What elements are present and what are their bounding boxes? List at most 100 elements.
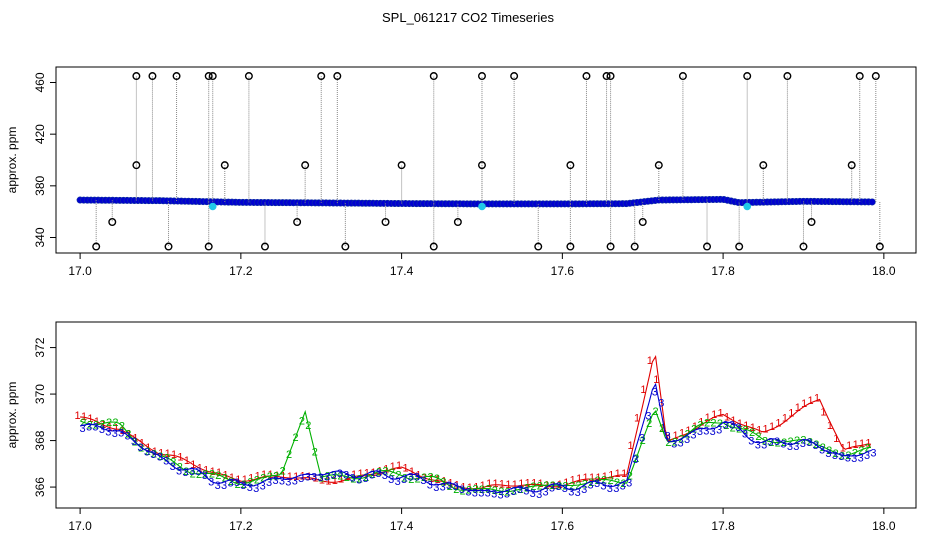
series-3-marker: 3 [568, 486, 574, 498]
y-tick-label: 366 [33, 477, 47, 497]
series-2-marker: 2 [145, 446, 151, 458]
series-3-marker: 3 [851, 453, 857, 465]
series-3-marker: 3 [748, 435, 754, 447]
series-1-marker: 1 [698, 416, 704, 428]
outlier-point [164, 242, 173, 251]
series-1-marker: 1 [499, 478, 505, 490]
series-3-marker: 3 [832, 450, 838, 462]
outlier-point [429, 72, 438, 81]
series-1-marker: 1 [846, 440, 852, 452]
series-3-marker: 3 [588, 480, 594, 492]
series-3-marker: 3 [581, 484, 587, 496]
top-axes: 17.0 17.2 17.4 17.6 17.8 18.0 340 380 420 460 [33, 72, 896, 278]
series-3-marker: 3 [395, 476, 401, 488]
series-1-marker: 1 [583, 472, 589, 484]
series-2-marker: 2 [196, 469, 202, 481]
series-1-marker: 1 [660, 423, 666, 435]
outlier-point [783, 72, 792, 81]
outlier-point [477, 161, 486, 170]
series-1-marker: 1 [177, 452, 183, 464]
outlier-point [208, 72, 217, 81]
series-2-marker: 2 [408, 474, 414, 486]
series-2-marker: 2 [633, 453, 639, 465]
outlier-point [108, 217, 117, 226]
series-2-marker: 2 [286, 449, 292, 461]
outlier-point [566, 161, 575, 170]
highlight-point [208, 202, 217, 211]
series-1-marker: 1 [570, 475, 576, 487]
x-tick-label: 17.6 [551, 519, 575, 533]
series-1-marker: 1 [763, 424, 769, 436]
series-2-marker: 2 [575, 480, 581, 492]
series-3-marker: 3 [723, 419, 729, 431]
series-3-marker: 3 [768, 437, 774, 449]
series-1-marker: 1 [428, 473, 434, 485]
series-2-marker: 2 [453, 484, 459, 496]
series-1-marker: 1 [222, 469, 228, 481]
series-1-marker: 1 [782, 413, 788, 425]
series-3-marker: 3 [208, 476, 214, 488]
series-1-marker: 1 [531, 477, 537, 489]
series-1-marker: 1 [325, 475, 331, 487]
y-tick-label: 420 [33, 124, 47, 144]
series-2-marker: 2 [537, 480, 543, 492]
series-3-marker: 3 [485, 487, 491, 499]
series-1-marker: 1 [332, 475, 338, 487]
series-2-marker: 2 [215, 470, 221, 482]
series-1-marker: 1 [319, 474, 325, 486]
outlier-point [638, 217, 647, 226]
series-1-marker: 1 [338, 473, 344, 485]
series-1-marker: 1 [300, 471, 306, 483]
series-2-marker: 2 [511, 486, 517, 498]
series-3-marker: 3 [414, 471, 420, 483]
series-1-marker: 1 [287, 471, 293, 483]
outlier-point [220, 161, 229, 170]
series-2-marker: 2 [659, 423, 665, 435]
outlier-point [397, 161, 406, 170]
series-1-marker: 1 [190, 459, 196, 471]
series-1-marker: 1 [769, 421, 775, 433]
series-3-marker: 3 [401, 474, 407, 486]
series-2-marker: 2 [588, 477, 594, 489]
series-2-marker: 2 [472, 484, 478, 496]
series-3-marker: 3 [652, 387, 658, 399]
series-3-marker: 3 [144, 446, 150, 458]
series-3-marker: 3 [858, 453, 864, 465]
series-2-marker: 2 [826, 445, 832, 457]
series-2-marker: 2 [222, 473, 228, 485]
series-2-marker: 2 [273, 470, 279, 482]
series-3-marker: 3 [459, 484, 465, 496]
outlier-point [204, 242, 213, 251]
series-1-marker: 1 [409, 466, 415, 478]
series-1-marker: 1 [705, 412, 711, 424]
outlier-point [807, 217, 816, 226]
series-3-marker: 3 [697, 426, 703, 438]
series-2-marker: 2 [389, 467, 395, 479]
series-2-marker: 2 [318, 472, 324, 484]
series-1-marker: 1 [512, 479, 518, 491]
series-3-marker: 3 [472, 488, 478, 500]
series-2-marker: 2 [749, 427, 755, 439]
series-1-marker: 1 [235, 474, 241, 486]
series-3-marker: 3 [311, 472, 317, 484]
outlier-point [381, 217, 390, 226]
series-1-marker: 1 [480, 480, 486, 492]
series-3-marker: 3 [182, 467, 188, 479]
outlier-point [429, 242, 438, 251]
series-3-marker: 3 [800, 438, 806, 450]
outlier-point [875, 242, 884, 251]
series-1-marker: 1 [390, 461, 396, 473]
top-y-axis-label: approx. ppm [5, 127, 19, 194]
series-1-marker: 1 [550, 480, 556, 492]
series-1-marker: 1 [711, 409, 717, 421]
series-2-marker: 2 [228, 476, 234, 488]
series-1-marker: 1 [312, 473, 318, 485]
series-1-marker: 1 [853, 439, 859, 451]
series-3-marker: 3 [272, 475, 278, 487]
series-1-marker: 1 [685, 425, 691, 437]
series-1-marker: 1 [788, 407, 794, 419]
series-3-marker: 3 [388, 474, 394, 486]
series-1-marker: 1 [460, 481, 466, 493]
series-2-marker: 2 [595, 475, 601, 487]
